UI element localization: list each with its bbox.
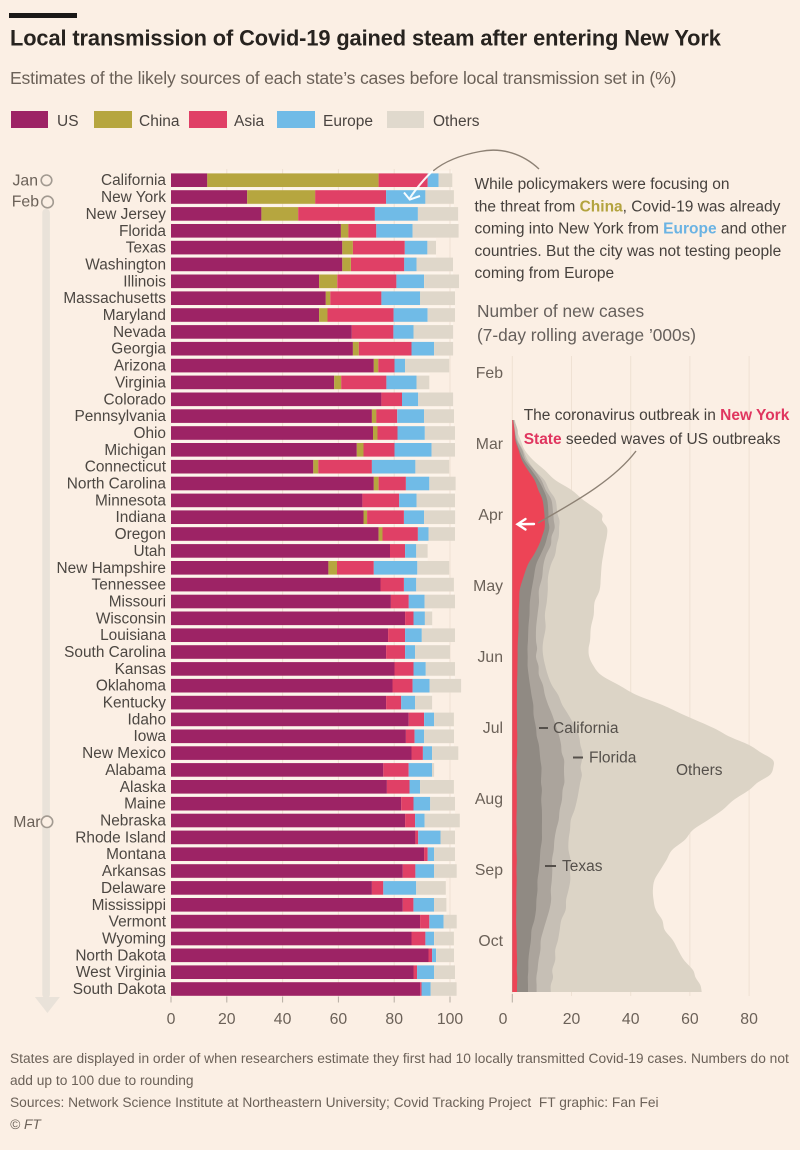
svg-text:Washington: Washington	[85, 256, 166, 273]
svg-text:Nebraska: Nebraska	[100, 813, 166, 830]
svg-text:Jan: Jan	[13, 173, 38, 190]
svg-text:Rhode Island: Rhode Island	[75, 829, 166, 846]
svg-text:60: 60	[681, 1011, 699, 1028]
svg-text:20: 20	[563, 1011, 581, 1028]
svg-text:Florida: Florida	[119, 223, 166, 240]
svg-text:Maryland: Maryland	[103, 307, 166, 324]
svg-text:© FT: © FT	[10, 1117, 42, 1132]
svg-text:The coronavirus outbreak in Ne: The coronavirus outbreak in New York	[524, 407, 790, 424]
svg-text:Number of new cases: Number of new cases	[477, 301, 644, 321]
svg-text:60: 60	[330, 1011, 348, 1028]
svg-text:countries. But the city was no: countries. But the city was not testing …	[475, 243, 782, 260]
svg-text:Kansas: Kansas	[115, 661, 167, 678]
svg-text:States are displayed in order: States are displayed in order of when re…	[10, 1051, 789, 1066]
svg-text:Mississippi: Mississippi	[92, 897, 166, 914]
svg-text:Connecticut: Connecticut	[85, 459, 167, 476]
svg-text:Mar: Mar	[13, 814, 40, 831]
svg-text:40: 40	[274, 1011, 292, 1028]
svg-text:While policymakers were focusi: While policymakers were focusing on	[475, 176, 730, 193]
svg-text:Tennessee: Tennessee	[92, 577, 166, 594]
svg-text:Mar: Mar	[476, 436, 503, 453]
svg-text:Texas: Texas	[562, 858, 603, 875]
svg-text:Minnesota: Minnesota	[95, 492, 166, 509]
svg-text:New Hampshire: New Hampshire	[57, 560, 166, 577]
svg-text:(7-day rolling average ’000s): (7-day rolling average ’000s)	[477, 325, 696, 345]
svg-text:State seeded waves of US outbr: State seeded waves of US outbreaks	[524, 431, 781, 448]
svg-text:Maine: Maine	[124, 796, 166, 813]
svg-text:North Carolina: North Carolina	[67, 476, 167, 493]
svg-text:Others: Others	[676, 762, 723, 779]
svg-text:West Virginia: West Virginia	[76, 964, 167, 981]
svg-text:40: 40	[622, 1011, 640, 1028]
svg-text:New York: New York	[101, 189, 166, 206]
svg-text:Virginia: Virginia	[115, 374, 166, 391]
svg-text:Delaware: Delaware	[101, 880, 166, 897]
svg-text:China: China	[139, 113, 180, 130]
svg-text:US: US	[57, 113, 79, 130]
svg-text:Wisconsin: Wisconsin	[96, 610, 166, 627]
svg-text:Michigan: Michigan	[104, 442, 166, 459]
svg-text:Georgia: Georgia	[111, 341, 166, 358]
svg-text:Europe: Europe	[323, 113, 373, 130]
svg-text:Nevada: Nevada	[113, 324, 166, 341]
svg-text:Oklahoma: Oklahoma	[96, 678, 167, 695]
svg-text:Asia: Asia	[234, 113, 265, 130]
svg-text:Vermont: Vermont	[109, 914, 167, 931]
svg-text:20: 20	[218, 1011, 236, 1028]
svg-text:Apr: Apr	[478, 507, 503, 524]
svg-text:the threat from China, Covid-1: the threat from China, Covid-19 was alre…	[475, 198, 781, 215]
svg-text:Illinois: Illinois	[123, 273, 166, 290]
svg-text:South Dakota: South Dakota	[73, 981, 167, 998]
svg-text:80: 80	[385, 1011, 403, 1028]
svg-text:Utah: Utah	[133, 543, 166, 560]
svg-text:add up to 100 due to rounding: add up to 100 due to rounding	[10, 1073, 194, 1088]
svg-text:South Carolina: South Carolina	[64, 644, 166, 661]
svg-text:Arkansas: Arkansas	[102, 863, 166, 880]
svg-text:0: 0	[167, 1011, 176, 1028]
svg-text:Kentucky: Kentucky	[103, 695, 167, 712]
svg-text:Missouri: Missouri	[109, 594, 166, 611]
svg-text:New Jersey: New Jersey	[86, 206, 167, 223]
svg-text:Texas: Texas	[126, 240, 167, 257]
svg-text:Montana: Montana	[106, 846, 166, 863]
svg-text:California: California	[101, 172, 166, 189]
svg-text:Estimates of the likely source: Estimates of the likely sources of each …	[10, 68, 676, 88]
svg-text:Alaska: Alaska	[120, 779, 167, 796]
svg-text:coming from Europe: coming from Europe	[475, 265, 615, 282]
svg-text:Colorado: Colorado	[104, 391, 166, 408]
svg-text:Aug: Aug	[475, 791, 503, 808]
svg-text:Louisiana: Louisiana	[100, 627, 166, 644]
svg-text:Idaho: Idaho	[127, 711, 166, 728]
svg-text:Oregon: Oregon	[115, 526, 166, 543]
svg-text:New Mexico: New Mexico	[82, 745, 166, 762]
svg-text:Massachusetts: Massachusetts	[63, 290, 166, 307]
svg-text:Pennsylvania: Pennsylvania	[74, 408, 166, 425]
svg-text:North Dakota: North Dakota	[75, 947, 166, 964]
svg-text:80: 80	[740, 1011, 758, 1028]
svg-text:Feb: Feb	[476, 365, 503, 382]
svg-text:Oct: Oct	[478, 933, 503, 950]
svg-text:Others: Others	[433, 113, 480, 130]
svg-text:Jul: Jul	[483, 720, 503, 737]
svg-text:California: California	[553, 720, 619, 737]
svg-text:Jun: Jun	[478, 649, 503, 666]
svg-text:Florida: Florida	[589, 750, 637, 767]
svg-text:0: 0	[499, 1011, 508, 1028]
svg-text:May: May	[473, 578, 503, 595]
svg-text:Wyoming: Wyoming	[102, 931, 166, 948]
svg-text:Sources: Network Science Insti: Sources: Network Science Institute at No…	[10, 1095, 659, 1110]
svg-text:Ohio: Ohio	[133, 425, 166, 442]
svg-text:Feb: Feb	[12, 194, 39, 211]
svg-text:Arizona: Arizona	[114, 358, 167, 375]
svg-text:Local transmission of Covid-19: Local transmission of Covid-19 gained st…	[10, 26, 722, 51]
svg-text:Iowa: Iowa	[133, 728, 166, 745]
svg-text:100: 100	[437, 1011, 464, 1028]
svg-text:coming into New York from Euro: coming into New York from Europe and oth…	[475, 221, 787, 238]
svg-text:Indiana: Indiana	[116, 509, 167, 526]
svg-text:Alabama: Alabama	[105, 762, 166, 779]
svg-text:Sep: Sep	[475, 862, 503, 879]
